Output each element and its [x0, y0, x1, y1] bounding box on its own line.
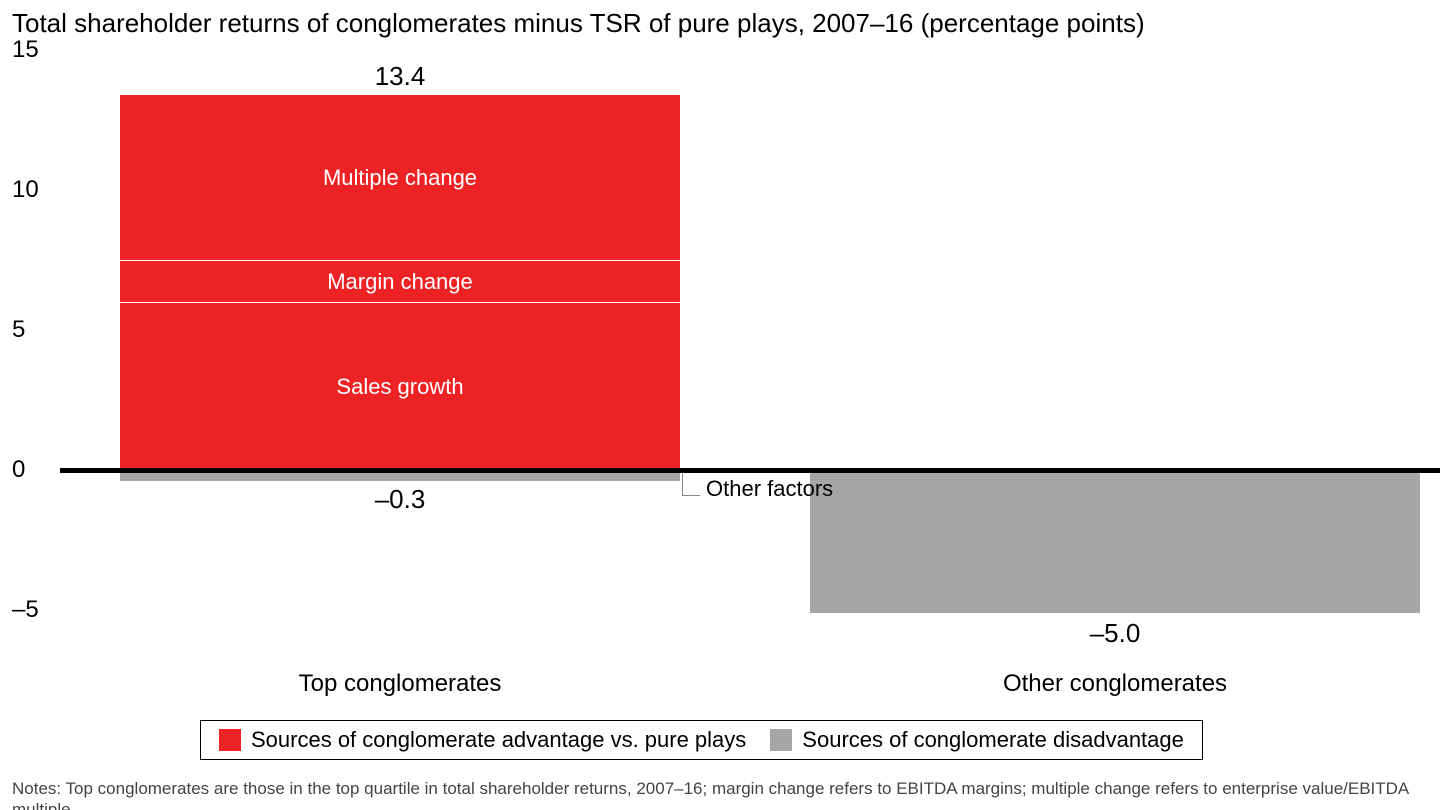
bar-other-negative: [810, 473, 1420, 613]
zero-axis-line: [60, 468, 1440, 473]
chart-container: Total shareholder returns of conglomerat…: [0, 0, 1440, 810]
segment-label: Margin change: [120, 269, 680, 295]
y-tick-label: 10: [12, 176, 39, 204]
value-label-top-pos: 13.4: [120, 61, 680, 92]
category-label-other: Other conglomerates: [810, 670, 1420, 698]
callout-connector: [682, 473, 683, 495]
category-label-top: Top conglomerates: [120, 670, 680, 698]
y-tick-label: 0: [12, 456, 25, 484]
segment-label: Sales growth: [120, 374, 680, 400]
plot-area: Sales growth Margin change Multiple chan…: [60, 50, 1420, 610]
legend-swatch-gray: [770, 729, 792, 751]
segment-label: Multiple change: [120, 165, 680, 191]
callout-connector: [682, 495, 700, 496]
footnote-notes: Notes: Top conglomerates are those in th…: [12, 778, 1428, 810]
segment-divider: [120, 260, 680, 261]
legend-item-advantage: Sources of conglomerate advantage vs. pu…: [219, 727, 746, 753]
legend: Sources of conglomerate advantage vs. pu…: [200, 720, 1203, 760]
value-label-top-neg: –0.3: [120, 484, 680, 515]
legend-swatch-red: [219, 729, 241, 751]
chart-title: Total shareholder returns of conglomerat…: [12, 8, 1145, 39]
legend-label: Sources of conglomerate disadvantage: [802, 727, 1184, 753]
legend-label: Sources of conglomerate advantage vs. pu…: [251, 727, 746, 753]
bar-top-negative: [120, 473, 680, 481]
callout-label: Other factors: [706, 476, 833, 502]
y-tick-label: 15: [12, 36, 39, 64]
segment-divider: [120, 302, 680, 303]
bar-top-positive: Sales growth Margin change Multiple chan…: [120, 95, 680, 470]
y-tick-label: –5: [12, 596, 39, 624]
value-label-other-neg: –5.0: [810, 618, 1420, 649]
legend-item-disadvantage: Sources of conglomerate disadvantage: [770, 727, 1184, 753]
y-tick-label: 5: [12, 316, 25, 344]
